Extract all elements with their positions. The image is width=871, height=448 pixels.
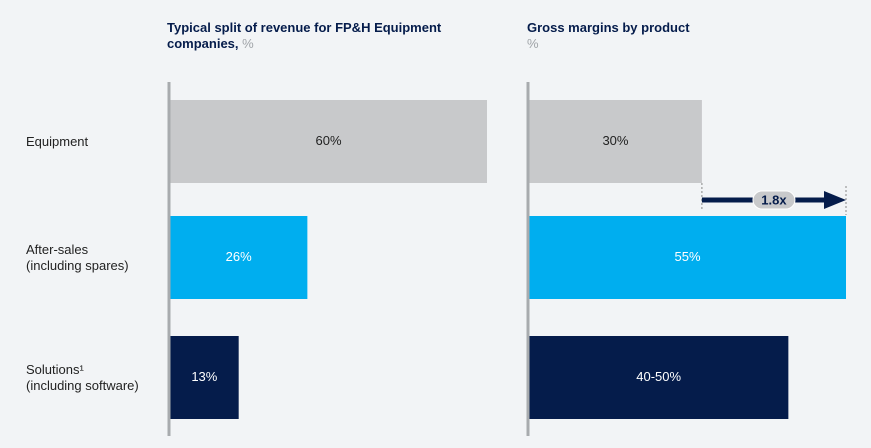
title-unit: % (527, 36, 539, 51)
category-label: Equipment (26, 133, 89, 149)
value-label: 55% (674, 249, 700, 264)
bar (529, 100, 702, 183)
value-label: 60% (315, 133, 341, 148)
category-label: Solutions¹ (including software) (26, 361, 139, 393)
value-label: 26% (226, 249, 252, 264)
bar (170, 336, 239, 419)
title-text: Gross margins by product (527, 20, 690, 35)
value-label: 13% (191, 369, 217, 384)
chart-title: Gross margins by product% (527, 20, 867, 52)
bar (170, 216, 308, 299)
value-label: 40-50% (636, 369, 681, 384)
value-label: 30% (602, 133, 628, 148)
category-label: After-sales (including spares) (26, 241, 129, 273)
bar (529, 216, 846, 299)
chart-title: Typical split of revenue for FP&H Equipm… (167, 20, 507, 52)
title-unit: % (242, 36, 254, 51)
bar (529, 336, 789, 419)
arrow-head (824, 191, 846, 209)
bar (170, 100, 487, 183)
annotation: 1.8x (761, 192, 787, 207)
annotation-box (752, 190, 796, 210)
title-text: Typical split of revenue for FP&H Equipm… (167, 20, 442, 51)
